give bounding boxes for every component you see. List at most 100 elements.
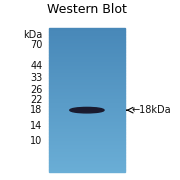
Bar	[49, 88, 125, 90]
Bar	[49, 167, 125, 169]
Bar	[49, 41, 125, 42]
Bar	[49, 75, 125, 77]
Bar	[49, 169, 125, 170]
Bar	[49, 136, 125, 137]
Text: 44: 44	[30, 61, 42, 71]
Bar	[49, 70, 125, 71]
Text: 18: 18	[30, 105, 42, 115]
Bar	[49, 113, 125, 114]
Bar	[49, 55, 125, 57]
Text: 22: 22	[30, 95, 42, 105]
Text: ←18kDa: ←18kDa	[131, 105, 171, 115]
Bar	[49, 51, 125, 52]
Bar	[49, 86, 125, 87]
Ellipse shape	[70, 107, 104, 113]
Bar	[49, 133, 125, 134]
Text: kDa: kDa	[23, 30, 42, 40]
Bar	[49, 47, 125, 48]
Bar	[49, 154, 125, 156]
Bar	[49, 106, 125, 107]
Bar	[49, 35, 125, 37]
Bar	[49, 90, 125, 91]
Bar	[49, 116, 125, 117]
Bar	[49, 74, 125, 75]
Text: Western Blot: Western Blot	[47, 3, 127, 16]
Bar	[49, 107, 125, 109]
Bar	[49, 139, 125, 140]
Bar	[49, 62, 125, 64]
Bar	[49, 119, 125, 120]
Bar	[49, 73, 125, 74]
Bar	[49, 61, 125, 62]
Bar	[49, 77, 125, 78]
Bar	[49, 130, 125, 132]
Text: 10: 10	[30, 136, 42, 146]
Bar	[49, 28, 125, 30]
Bar	[49, 93, 125, 94]
Bar	[49, 45, 125, 47]
Bar	[49, 54, 125, 55]
Bar	[49, 96, 125, 97]
Bar	[49, 94, 125, 96]
Bar	[49, 109, 125, 110]
Text: 26: 26	[30, 85, 42, 95]
Bar	[49, 165, 125, 166]
Bar	[49, 91, 125, 93]
Bar	[49, 162, 125, 163]
Bar	[49, 87, 125, 88]
Bar	[49, 147, 125, 149]
Bar	[49, 58, 125, 60]
Bar	[49, 114, 125, 116]
Bar	[49, 129, 125, 130]
Bar	[49, 166, 125, 167]
Bar	[49, 134, 125, 136]
Bar	[49, 137, 125, 139]
Bar	[49, 160, 125, 162]
Bar	[49, 150, 125, 152]
Bar	[49, 123, 125, 124]
Bar	[49, 124, 125, 126]
Bar	[49, 37, 125, 38]
Bar	[49, 52, 125, 54]
Bar	[49, 80, 125, 81]
Bar	[49, 83, 125, 84]
Text: 14: 14	[30, 121, 42, 130]
Bar	[49, 149, 125, 150]
Text: 70: 70	[30, 40, 42, 50]
Bar	[49, 32, 125, 34]
Bar	[49, 126, 125, 127]
Bar	[49, 170, 125, 172]
Bar	[49, 110, 125, 111]
Bar	[49, 142, 125, 143]
Bar	[49, 31, 125, 32]
Bar	[49, 100, 125, 101]
Bar	[49, 44, 125, 45]
Bar	[49, 71, 125, 73]
Bar	[49, 64, 125, 65]
Bar	[49, 50, 125, 51]
Text: 33: 33	[30, 73, 42, 83]
Bar	[49, 39, 125, 41]
Bar	[49, 68, 125, 70]
Bar	[49, 127, 125, 129]
Bar	[49, 48, 125, 50]
Bar	[49, 65, 125, 67]
Bar	[49, 81, 125, 83]
Bar	[49, 146, 125, 147]
Bar	[49, 111, 125, 113]
Bar	[49, 140, 125, 142]
Bar	[49, 153, 125, 154]
Bar	[49, 98, 125, 100]
Bar	[49, 159, 125, 160]
Bar	[49, 38, 125, 39]
Bar	[49, 117, 125, 119]
Bar	[49, 42, 125, 44]
Bar	[49, 132, 125, 133]
Bar	[49, 103, 125, 104]
Bar	[49, 67, 125, 68]
Bar	[49, 122, 125, 123]
Bar	[49, 30, 125, 31]
Bar	[49, 157, 125, 159]
Bar	[49, 34, 125, 35]
Bar	[49, 143, 125, 144]
